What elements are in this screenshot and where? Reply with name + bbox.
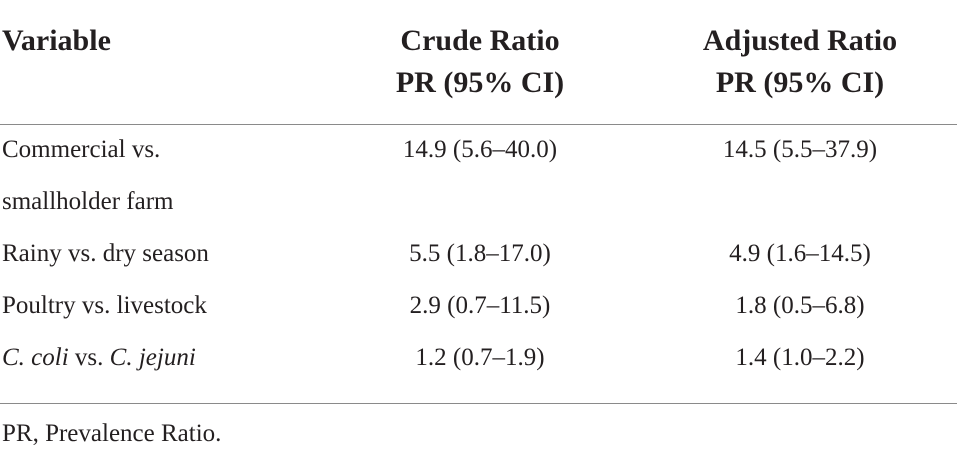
table-row: Rainy vs. dry season 5.5 (1.8–17.0) 4.9 (1… (0, 228, 957, 280)
column-header: Variable (2, 20, 111, 62)
text-run: C. jejuni (109, 344, 196, 371)
cell: 4.9 (1.6–14.5) (729, 240, 871, 267)
header-line: Variable (2, 24, 111, 57)
cell: 14.5 (5.5–37.9) (722, 136, 878, 163)
cell: Commercial vs. smallholder farm (2, 136, 174, 215)
table-header: Variable Crude Ratio PR (95% CI) Adjusted R… (0, 20, 957, 104)
text-run: C. coli (2, 344, 69, 371)
table-row: C. coli vs. C. jejuni 1.2 (0.7–1.9) 1.4 (1… (0, 332, 957, 384)
footnote: PR, Prevalence Ratio. (2, 420, 222, 447)
header-line: Crude Ratio (400, 24, 560, 57)
cell: 14.9 (5.6–40.0) (402, 136, 558, 163)
table-row: Poultry vs. livestock 2.9 (0.7–11.5) 1.8 (… (0, 280, 957, 332)
cell: C. coli vs. C. jejuni (0, 332, 252, 384)
table-row: Commercial vs. smallholder farm 14.9 (5.6… (0, 124, 957, 228)
header-rule (0, 124, 957, 125)
cell: Poultry vs. livestock (2, 292, 207, 319)
cell: 1.8 (0.5–6.8) (735, 292, 865, 319)
header-line: Adjusted Ratio (702, 24, 898, 57)
cell: 5.5 (1.8–17.0) (409, 240, 551, 267)
cell: 1.2 (0.7–1.9) (415, 344, 545, 371)
table-body: Commercial vs. smallholder farm 14.9 (5.6… (0, 124, 957, 384)
cell: 1.4 (1.0–2.2) (735, 344, 865, 371)
text-run: vs. (68, 344, 110, 371)
cell: Rainy vs. dry season (2, 240, 209, 267)
bottom-rule (0, 403, 957, 404)
header-line: PR (95% CI) (395, 66, 565, 99)
cell: 2.9 (0.7–11.5) (409, 292, 551, 319)
header-line: PR (95% CI) (715, 66, 885, 99)
column-header: Adjusted Ratio PR (95% CI) (640, 20, 957, 104)
column-header: Crude Ratio PR (95% CI) (320, 20, 640, 104)
